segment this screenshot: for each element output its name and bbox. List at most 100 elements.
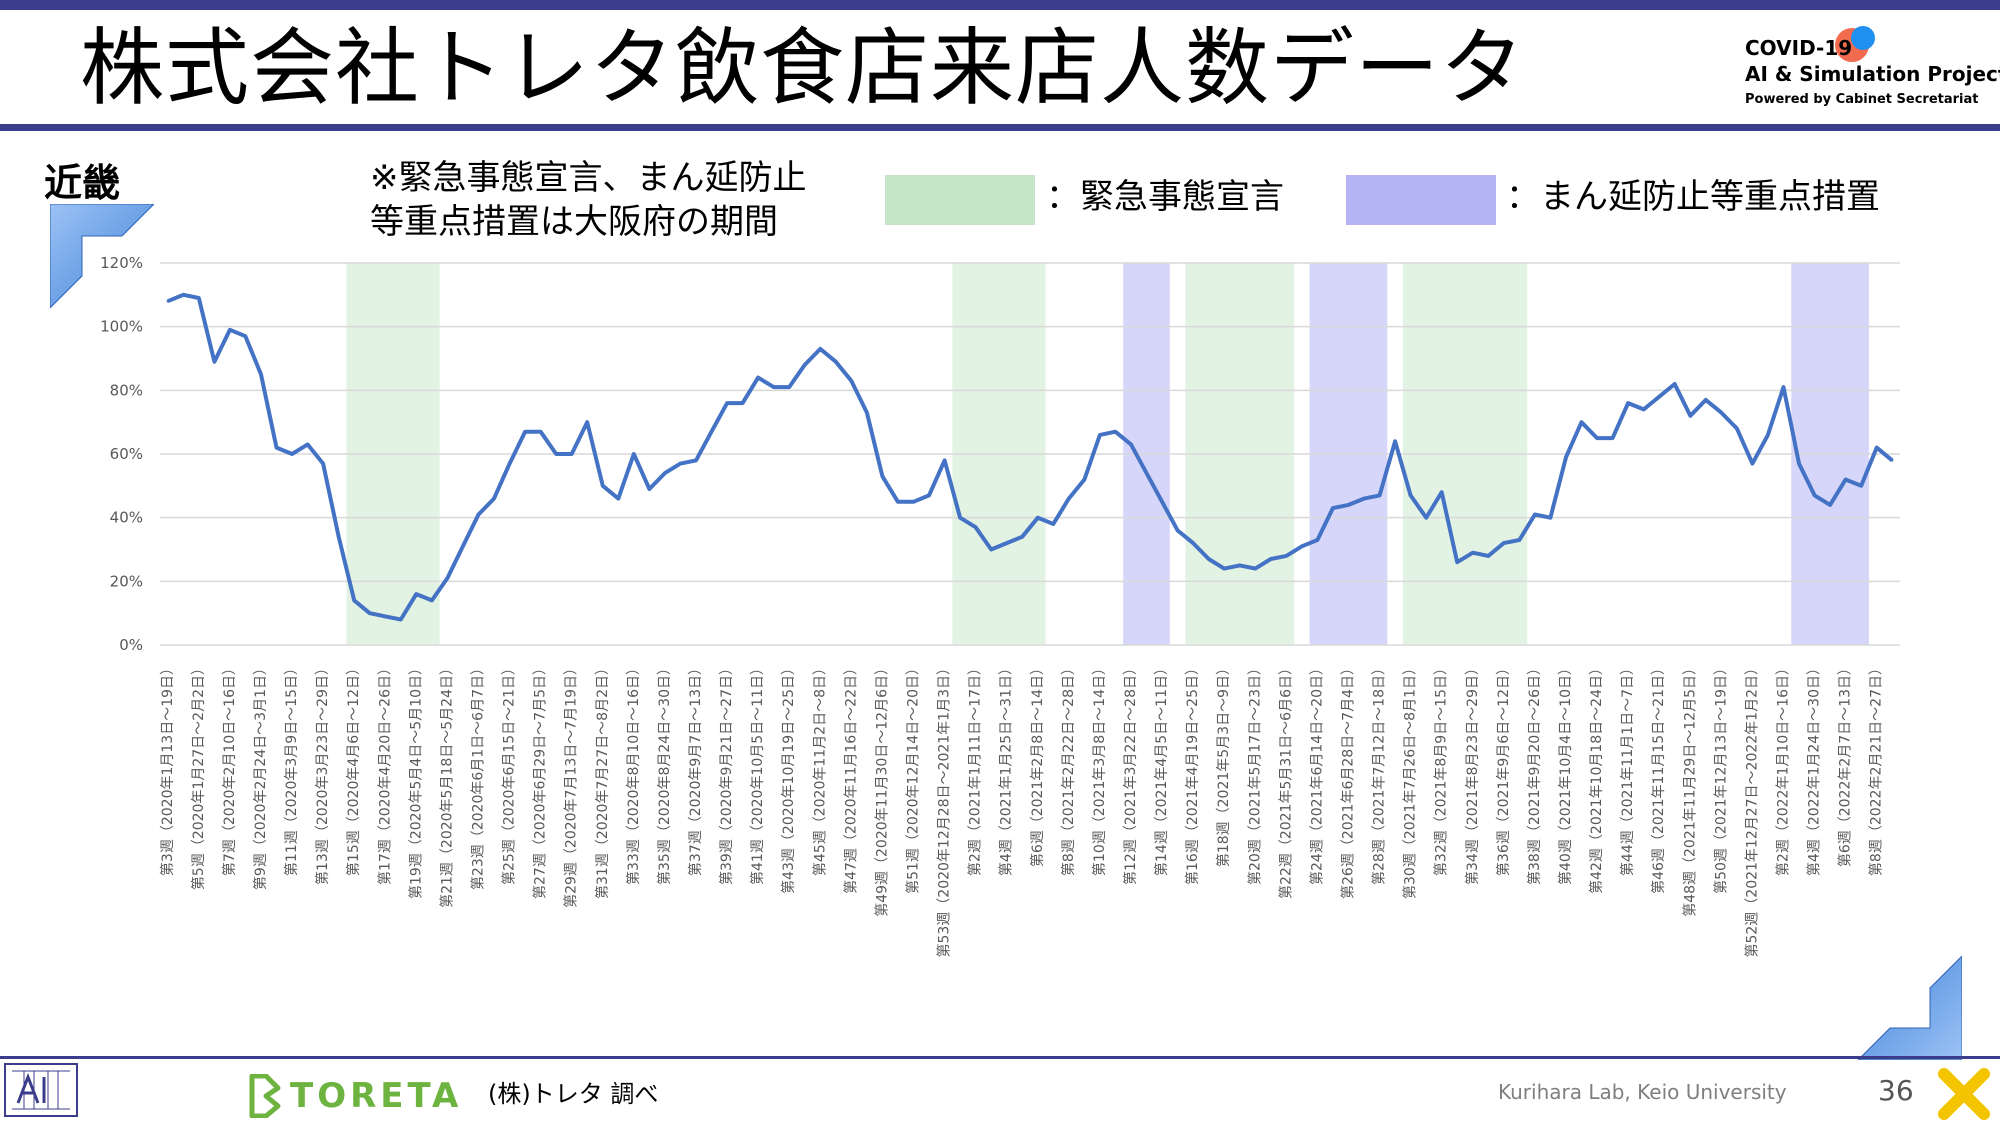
x-tick-label-21: 第45週（2020年11月2日～8日） [811,661,828,876]
data-point-61 [1114,430,1117,433]
y-tick-label-2: 40% [110,509,143,527]
data-point-27 [586,420,589,424]
data-point-43 [834,360,838,363]
x-tick-label-55: 第8週（2022年2月21日～27日） [1868,661,1885,876]
data-point-111 [1891,459,1894,462]
data-point-97 [1673,382,1676,386]
data-point-21 [492,497,496,500]
data-point-68 [1222,567,1226,570]
legend-label-priority-measures: ：まん延防止等重点措置 [1506,177,1880,217]
legend-label-emergency: ：緊急事態宣言 [1046,177,1284,217]
x-tick-label-29: 第8週（2021年2月22日～28日） [1060,661,1077,876]
data-point-44 [850,379,853,382]
logo-line3: Powered by Cabinet Secretariat [1745,92,1979,107]
x-tick-label-6: 第15週（2020年4月6日～12日） [345,661,362,876]
toreta-mark-icon [249,1074,281,1118]
slide-title: 株式会社トレタ飲食店来店人数データ [80,19,1526,117]
y-tick-label-6: 120% [100,254,143,272]
x-tick-label-50: 第50週（2021年12月13日～19日） [1712,661,1729,894]
note-line1: ※緊急事態宣言、まん延防止 [370,158,807,198]
data-point-28 [601,484,604,488]
x-tick-label-35: 第20週（2021年5月17日～23日） [1246,661,1263,885]
data-point-48 [912,500,915,503]
data-point-41 [803,363,806,367]
data-point-75 [1331,506,1335,510]
covid-project-logo: COVID-19 AI & Simulation Project Powered… [1745,24,2000,114]
data-point-25 [554,452,558,456]
data-point-63 [1145,471,1148,475]
logo-line1: COVID-19 [1745,36,1853,60]
corner-arrow-icon [50,204,154,308]
data-point-31 [648,487,651,491]
page-number: 36 [1878,1074,1914,1107]
x-tick-label-40: 第30週（2021年7月26日～8月1日） [1402,661,1419,899]
data-point-82 [1440,491,1443,494]
data-point-62 [1129,443,1133,446]
x-tick-label-15: 第33週（2020年8月10日～16日） [625,661,642,885]
data-point-77 [1362,497,1366,500]
lab-logo-icon [4,1063,78,1117]
visitor-ratio-line [167,292,1894,622]
x-tick-label-1: 第5週（2020年1月27日～2月2日） [190,661,207,890]
logo-line2: AI & Simulation Project [1745,62,2000,86]
data-point-10 [321,462,325,465]
region-label: 近畿 [44,161,121,205]
y-tick-label-3: 60% [110,445,143,463]
data-point-95 [1642,408,1645,411]
x-tick-label-10: 第23週（2020年6月1日～6月7日） [469,661,486,890]
x-tick-label-52: 第2週（2022年1月10日～16日） [1774,661,1791,876]
data-point-65 [1176,529,1179,532]
data-point-24 [539,430,542,433]
data-point-64 [1160,500,1164,503]
data-point-19 [461,545,465,548]
data-point-90 [1564,455,1568,459]
data-point-70 [1254,567,1257,570]
data-point-105 [1797,462,1801,465]
data-point-71 [1269,557,1273,561]
x-tick-label-48: 第46週（2021年11月15日～21日） [1650,661,1667,894]
data-point-52 [974,526,977,529]
x-tick-label-44: 第38週（2021年9月20日～26日） [1526,661,1543,885]
data-point-34 [694,459,698,462]
x-tick-label-14: 第31週（2020年7月27日～8月2日） [594,661,611,899]
toreta-logo: TORETA [248,1070,458,1120]
x-tick-label-47: 第44週（2021年11月1日～7日） [1619,661,1636,876]
x-tick-label-49: 第48週（2021年11月29日～12月5日） [1681,661,1698,917]
x-tick-label-33: 第16週（2021年4月19日～25日） [1184,661,1201,885]
data-point-14 [384,615,387,618]
data-point-84 [1471,551,1474,554]
y-tick-label-4: 80% [110,381,143,399]
x-tick-label-11: 第25週（2020年6月15日～21日） [501,661,518,885]
data-point-39 [772,385,775,389]
data-point-76 [1347,503,1350,507]
x-tick-label-46: 第42週（2021年10月18日～24日） [1588,661,1605,894]
data-point-47 [896,500,900,503]
x-tick-label-54: 第6週（2022年2月7日～13日） [1837,661,1854,867]
data-point-7 [275,446,278,449]
data-point-12 [352,599,356,602]
data-point-69 [1238,564,1241,567]
data-point-89 [1549,516,1552,519]
data-point-99 [1704,398,1708,402]
x-tick-label-9: 第21週（2020年5月18日～5月24日） [438,661,455,908]
data-point-79 [1393,440,1397,443]
data-point-93 [1611,436,1614,440]
data-point-106 [1813,494,1816,497]
data-point-102 [1751,462,1754,465]
data-point-104 [1782,385,1785,389]
x-tick-label-12: 第27週（2020年6月29日～7月5日） [532,661,549,899]
x-tick-label-5: 第13週（2020年3月23日～29日） [314,661,331,885]
period-note: ※緊急事態宣言、まん延防止 等重点措置は大阪府の期間 [370,156,807,244]
x-tick-label-20: 第43週（2020年10月19日～25日） [780,661,797,894]
data-point-98 [1689,414,1692,417]
x-tick-label-28: 第6週（2021年2月8日～14日） [1029,661,1046,867]
cross-logo-icon [1938,1068,1990,1120]
x-tick-label-25: 第53週（2020年12月28日～2021年1月3日） [936,661,953,958]
data-point-59 [1083,478,1086,481]
data-point-26 [570,452,573,456]
data-point-81 [1424,516,1428,519]
data-point-5 [244,335,247,338]
data-point-88 [1533,513,1537,516]
data-point-38 [756,376,760,379]
